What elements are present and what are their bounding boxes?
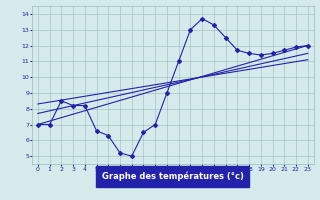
X-axis label: Graphe des températures (°c): Graphe des températures (°c) [102, 172, 244, 181]
